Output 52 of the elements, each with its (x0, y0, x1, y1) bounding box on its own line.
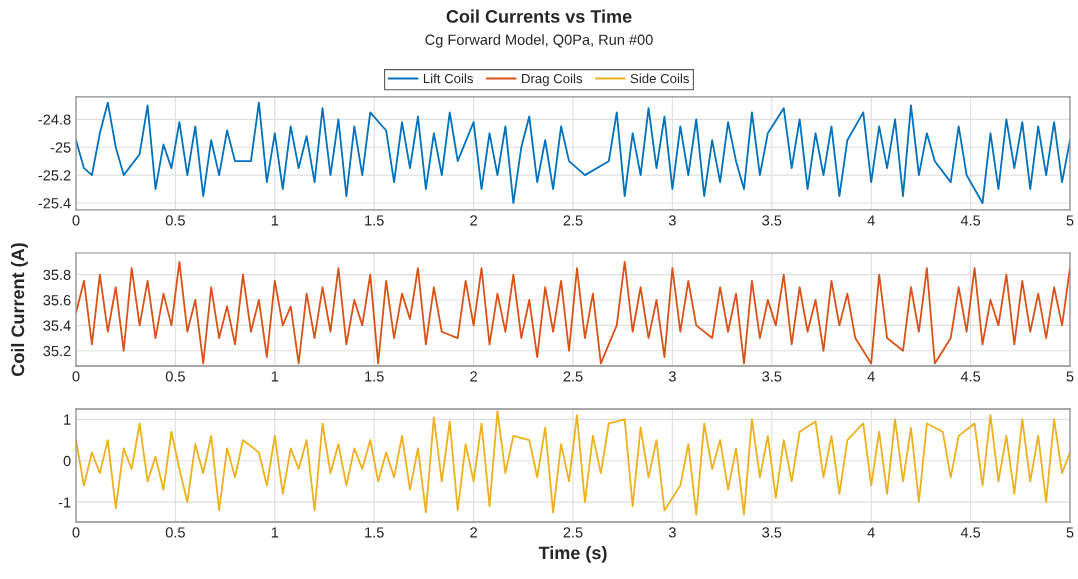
y-tick-label: -24.8 (38, 114, 71, 125)
chart-title: Coil Currents vs Time (446, 9, 632, 23)
x-tick-label: 0 (72, 527, 80, 538)
x-tick-label: 3.5 (762, 527, 782, 538)
y-tick-label: 0 (63, 455, 71, 467)
x-tick-label: 2.5 (563, 371, 583, 382)
y-tick-label: 35.8 (43, 269, 71, 281)
line-series (76, 101, 1070, 204)
x-tick-label: 1 (271, 527, 279, 538)
x-tick-label: 5 (1066, 527, 1074, 538)
y-tick-label: 35.6 (43, 295, 71, 306)
y-tick-label: -1 (58, 497, 71, 508)
x-tick-label: 1 (271, 371, 279, 382)
x-tick-label: 5 (1066, 215, 1074, 226)
x-tick-label: 4.5 (960, 527, 981, 538)
x-tick-label: 3 (668, 215, 676, 226)
y-tick-label: 1 (64, 414, 71, 425)
x-tick-label: 0 (72, 371, 80, 382)
x-tick-label: 4 (867, 215, 875, 226)
x-tick-label: 3 (668, 527, 676, 538)
x-tick-label: 3.5 (762, 215, 782, 226)
x-tick-label: 0.5 (165, 527, 185, 538)
y-tick-label: -25 (50, 142, 71, 153)
chart-subtitle: Cg Forward Model, Q0Pa, Run #00 (425, 34, 653, 48)
x-tick-label: 4 (867, 371, 875, 382)
x-tick-label: 0.5 (165, 215, 185, 226)
y-axis-title: Coil Current (A) (10, 243, 28, 376)
x-tick-label: 4.5 (960, 371, 981, 382)
x-tick-label: 1.5 (365, 371, 384, 382)
x-tick-label: 1 (271, 215, 279, 226)
x-tick-label: 0 (72, 215, 80, 226)
x-tick-label: 4.5 (960, 215, 981, 226)
x-tick-label: 2 (470, 527, 477, 538)
x-tick-label: 1.5 (365, 215, 384, 226)
y-tick-label: 35.2 (43, 345, 71, 357)
x-tick-label: 3.5 (762, 371, 782, 382)
x-tick-label: 5 (1066, 371, 1074, 382)
legend-label: Drag Coils (522, 73, 583, 86)
x-tick-label: 1.5 (365, 527, 384, 538)
x-tick-label: 2.5 (563, 215, 583, 226)
x-axis-title: Time (s) (538, 546, 607, 563)
y-tick-label: -25.4 (38, 198, 71, 209)
x-tick-label: 2 (470, 215, 477, 226)
legend-label: Side Coils (630, 73, 689, 84)
legend-label: Lift Coils (423, 73, 473, 84)
x-tick-label: 0.5 (165, 371, 185, 382)
y-tick-label: 35.4 (43, 320, 71, 331)
x-tick-label: 2.5 (563, 527, 583, 538)
x-tick-label: 4 (867, 527, 875, 538)
x-tick-label: 3 (668, 371, 676, 382)
y-tick-label: -25.2 (38, 170, 71, 181)
x-tick-label: 2 (470, 371, 477, 382)
